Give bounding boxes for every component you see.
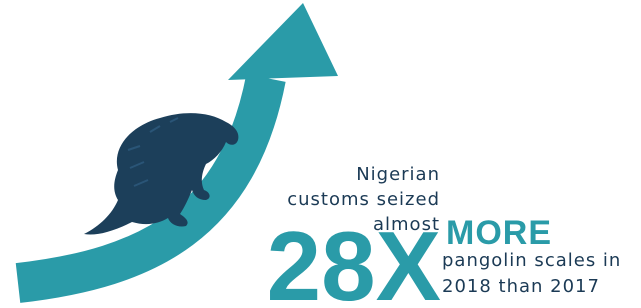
text-line: 2018 than 2017 [442, 276, 600, 297]
infographic: Nigerian customs seized almost 28X MORE … [0, 0, 641, 308]
page: Nigerian customs seized almost 28X MORE … [0, 0, 641, 308]
text-line: customs seized [287, 189, 440, 210]
text-line: Nigerian [356, 164, 440, 185]
arrow-head [228, 3, 338, 80]
text-line: pangolin scales in [442, 250, 621, 271]
multiplier: 28X [267, 211, 441, 308]
emphasis: MORE [446, 214, 552, 252]
